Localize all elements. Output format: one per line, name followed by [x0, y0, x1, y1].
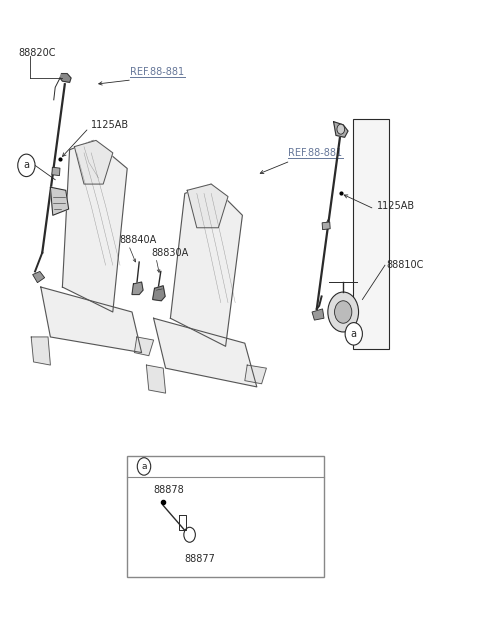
Polygon shape: [62, 140, 127, 312]
Text: 88810C: 88810C: [386, 260, 424, 270]
Polygon shape: [31, 337, 50, 365]
Text: 88878: 88878: [154, 485, 184, 495]
Polygon shape: [153, 286, 165, 301]
Polygon shape: [132, 282, 143, 295]
Polygon shape: [154, 318, 257, 387]
Polygon shape: [41, 287, 142, 353]
Text: a: a: [351, 329, 357, 339]
Text: a: a: [24, 160, 29, 170]
Polygon shape: [245, 365, 266, 384]
Text: REF.88-881: REF.88-881: [130, 67, 184, 77]
Circle shape: [18, 154, 35, 177]
Circle shape: [345, 323, 362, 345]
Text: 88830A: 88830A: [151, 248, 189, 258]
Circle shape: [337, 124, 345, 134]
Polygon shape: [187, 184, 228, 228]
Polygon shape: [170, 184, 242, 346]
Polygon shape: [146, 365, 166, 393]
Polygon shape: [334, 122, 348, 137]
Bar: [353, 119, 389, 349]
Text: 88820C: 88820C: [18, 48, 56, 58]
Circle shape: [137, 458, 151, 475]
Bar: [52, 167, 60, 175]
Text: a: a: [141, 462, 147, 471]
Bar: [127, 456, 324, 577]
Polygon shape: [50, 187, 69, 215]
Text: 1125AB: 1125AB: [91, 120, 129, 130]
Polygon shape: [312, 309, 324, 320]
Text: 1125AB: 1125AB: [377, 201, 415, 211]
Polygon shape: [74, 140, 113, 184]
Polygon shape: [33, 271, 45, 283]
Text: 88840A: 88840A: [119, 235, 156, 245]
Polygon shape: [60, 74, 71, 82]
Text: 88877: 88877: [185, 553, 216, 563]
Circle shape: [328, 292, 359, 332]
Text: REF.88-881: REF.88-881: [288, 148, 342, 158]
Circle shape: [335, 301, 352, 323]
Polygon shape: [134, 337, 154, 356]
Bar: [322, 222, 330, 230]
